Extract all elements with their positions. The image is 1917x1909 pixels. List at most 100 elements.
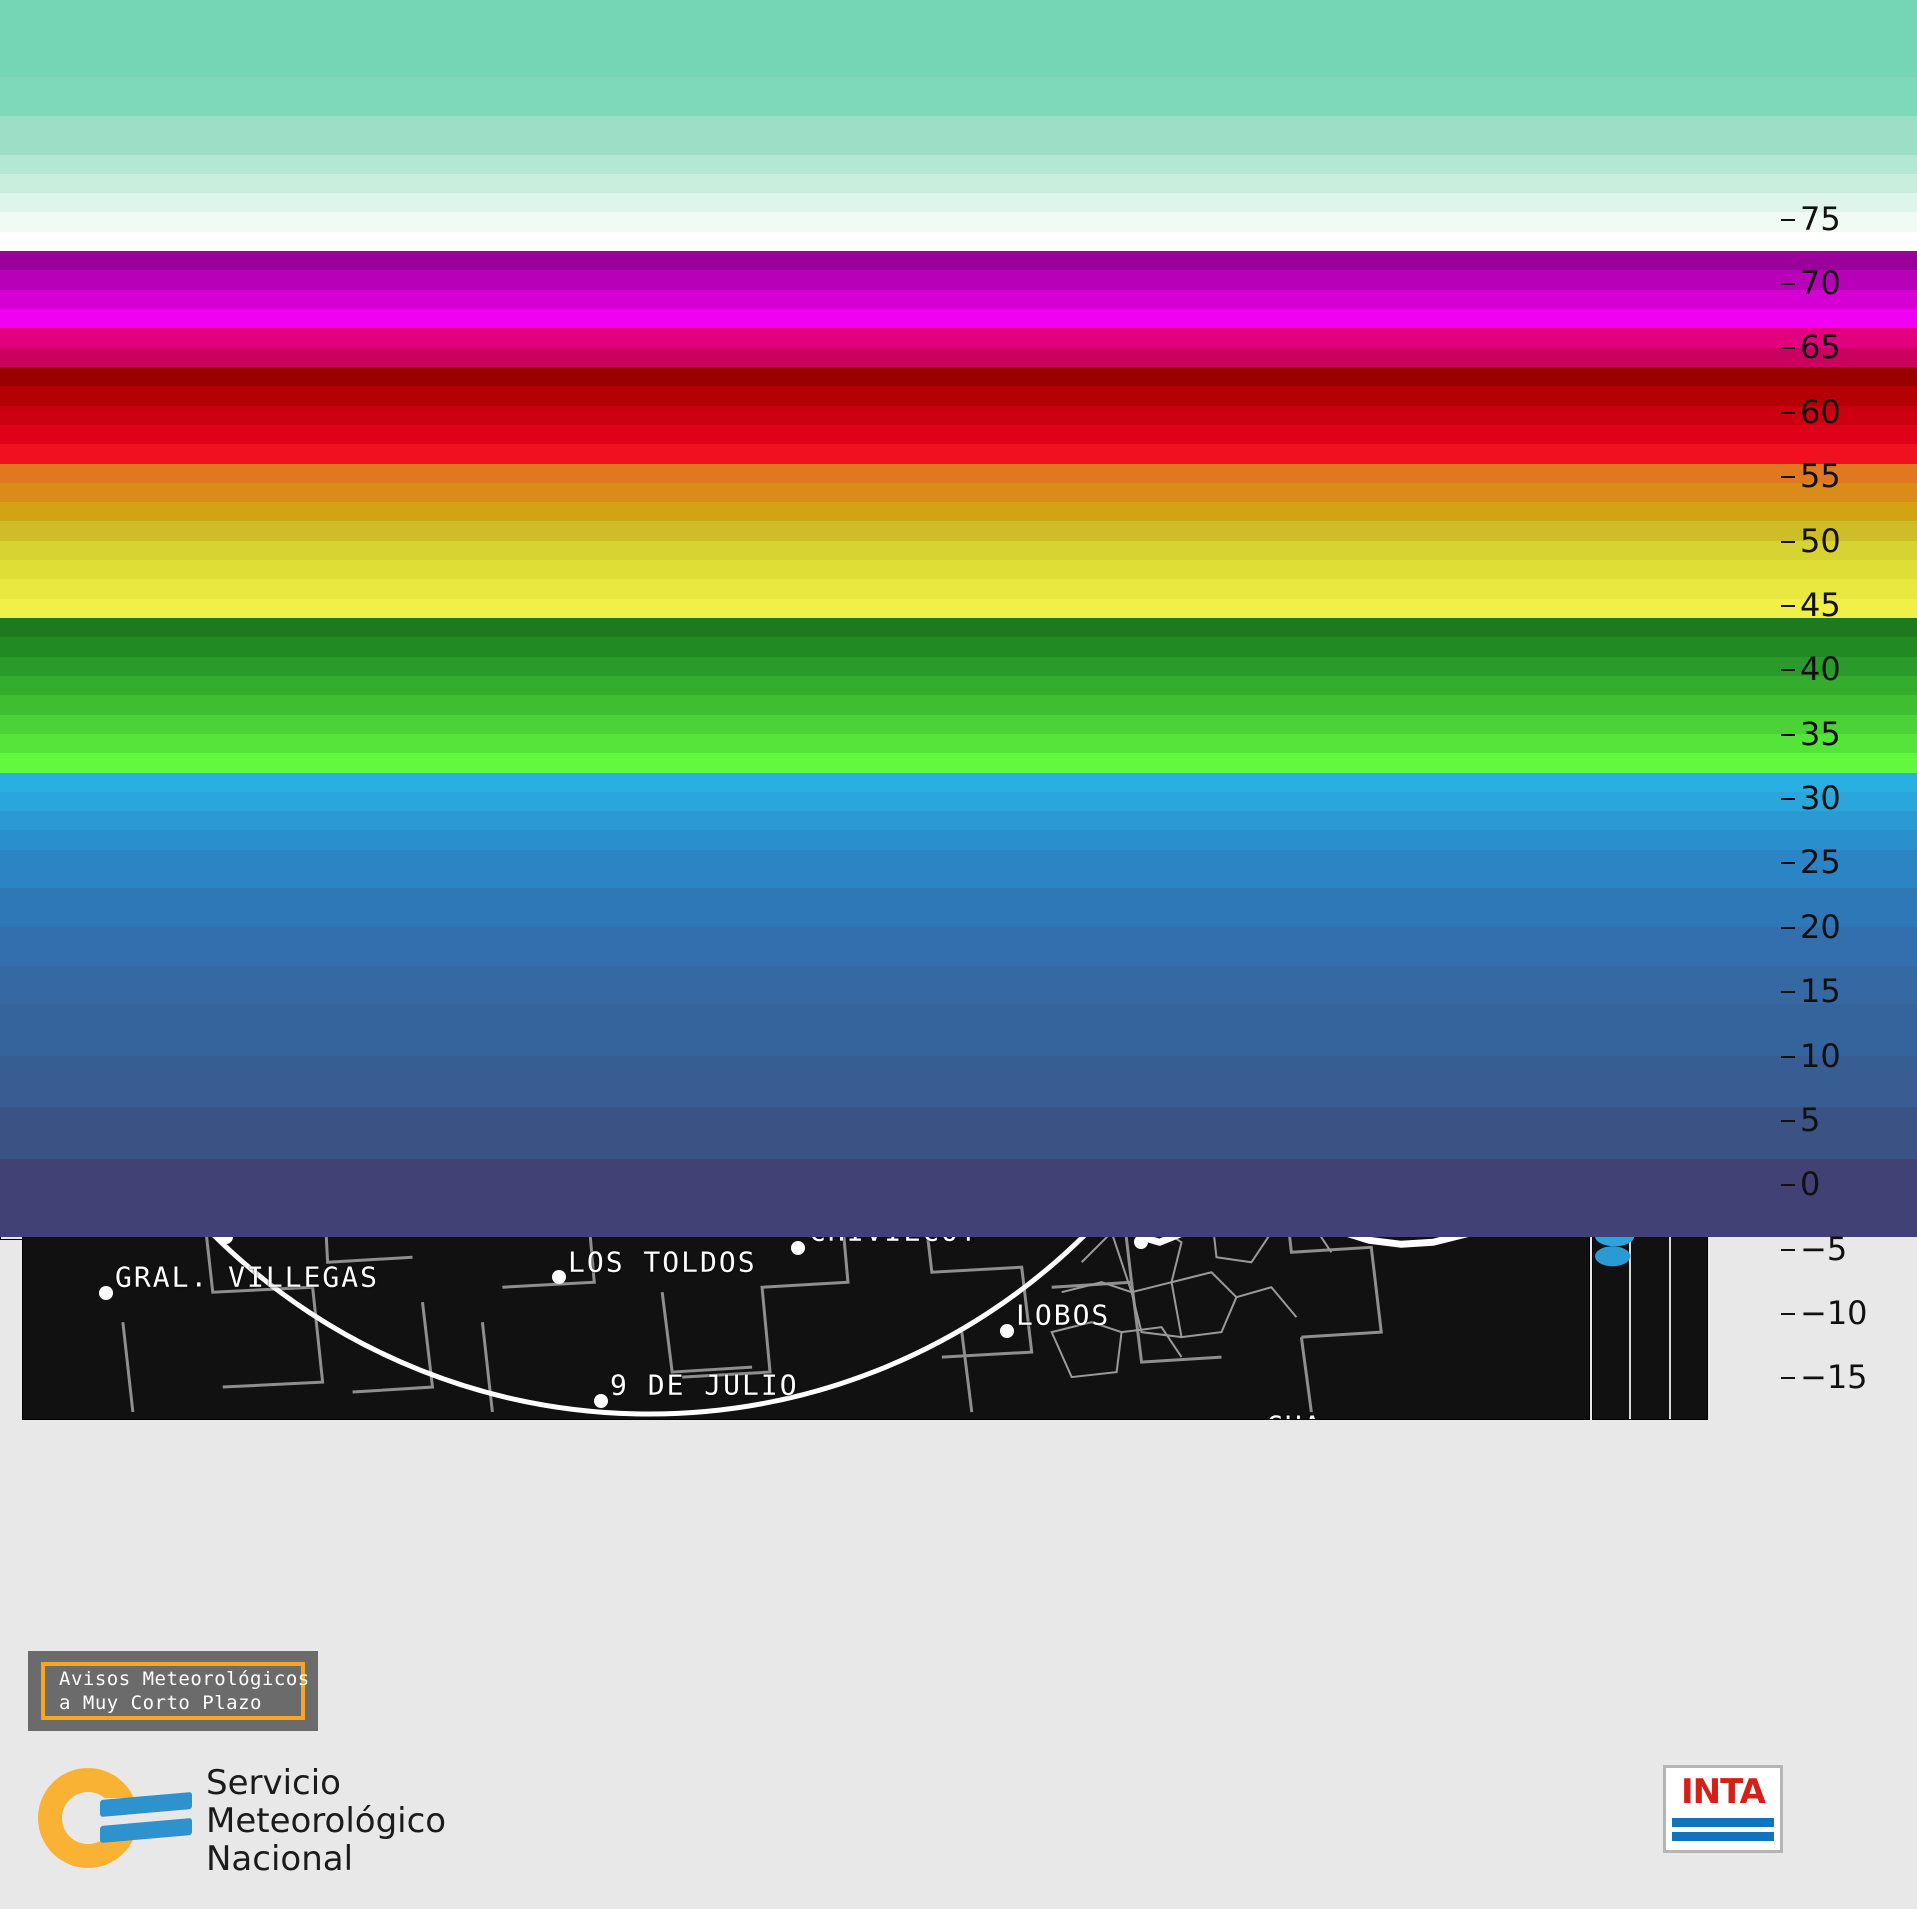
colorbar-band [0, 560, 1917, 581]
colorbar-band [0, 540, 1917, 562]
colorbar-tick [1781, 1184, 1795, 1187]
colorbar-band [0, 753, 1917, 774]
colorbar-band [0, 637, 1917, 658]
colorbar-tick [1781, 991, 1795, 994]
colorbar-band [0, 405, 1917, 426]
colorbar-band [0, 1004, 1917, 1057]
city-label: LOS TOLDOS [568, 1245, 757, 1279]
colorbar-tick-label: 5 [1800, 1100, 1821, 1139]
colorbar-tick [1781, 862, 1795, 865]
city-dot[interactable] [1000, 1324, 1014, 1338]
city-label: CHA [1266, 1410, 1323, 1420]
colorbar-tick-label: 45 [1800, 585, 1841, 624]
colorbar-tick [1781, 347, 1795, 350]
colorbar-band [0, 695, 1917, 716]
colorbar-tick [1781, 669, 1795, 672]
colorbar-tick [1781, 540, 1795, 543]
colorbar-band [0, 849, 1917, 890]
colorbar-band [0, 270, 1917, 291]
colorbar-band [0, 424, 1917, 446]
colorbar-tick [1781, 798, 1795, 800]
warning-box-border: Avisos Meteorológicos a Muy Corto Plazo [41, 1662, 310, 1720]
city-dot[interactable] [594, 1394, 608, 1408]
colorbar-tick [1781, 1055, 1795, 1058]
colorbar-band [0, 1158, 1917, 1237]
smn-logo-line-1: Servicio [206, 1763, 341, 1803]
colorbar-band [0, 231, 1917, 253]
colorbar-band [0, 347, 1917, 368]
city-dot[interactable] [1134, 1235, 1148, 1249]
colorbar-tick [1781, 218, 1795, 221]
colorbar-band [0, 366, 1917, 388]
inta-logo-bar-1 [1672, 1818, 1774, 1827]
colorbar-band [0, 0, 1917, 79]
colorbar-band [0, 251, 1917, 272]
colorbar-band [0, 193, 1917, 214]
colorbar-tick-label: 55 [1800, 457, 1841, 496]
colorbar-tick-label: −10 [1800, 1294, 1868, 1332]
city-label: GRAL. VILLEGAS [115, 1260, 380, 1294]
colorbar-tick [1781, 1248, 1795, 1251]
colorbar-tick-label: 65 [1800, 328, 1841, 367]
colorbar-band [0, 598, 1917, 619]
colorbar-band [0, 811, 1917, 832]
inta-logo-bar-2 [1672, 1832, 1774, 1841]
colorbar-tick [1781, 1119, 1795, 1122]
inta-logo-text: INTA [1681, 1772, 1766, 1812]
smn-logo-line-2: Meteorológico [206, 1801, 447, 1841]
colorbar-band [0, 772, 1917, 793]
smn-logo-text: Servicio Meteorológico Nacional [206, 1764, 446, 1878]
colorbar-band [0, 521, 1917, 542]
colorbar-band [0, 386, 1917, 407]
warning-line-1: Avisos Meteorológicos [59, 1668, 310, 1690]
colorbar-band [0, 714, 1917, 735]
colorbar-tick-label: 40 [1800, 650, 1841, 689]
colorbar-band [0, 77, 1917, 117]
city-dot[interactable] [791, 1241, 805, 1255]
colorbar-band [0, 579, 1917, 600]
smn-wave-icon-2 [100, 1817, 192, 1844]
colorbar-tick-label: 75 [1800, 199, 1841, 238]
colorbar-tick-label: 35 [1800, 714, 1841, 753]
colorbar-tick-label: −5 [1800, 1229, 1848, 1268]
colorbar-band [0, 289, 1917, 310]
colorbar-band [0, 733, 1917, 755]
city-dot[interactable] [552, 1270, 566, 1284]
colorbar-band [0, 212, 1917, 233]
colorbar-tick [1781, 733, 1795, 736]
colorbar-tick-label: 25 [1800, 843, 1841, 882]
colorbar-band [0, 482, 1917, 504]
smn-logo: Servicio Meteorológico Nacional [38, 1760, 458, 1880]
city-label: LOBOS [1016, 1298, 1111, 1332]
colorbar-band [0, 309, 1917, 330]
colorbar-tick [1781, 476, 1795, 479]
colorbar-tick-label: 30 [1800, 779, 1841, 817]
colorbar-band [0, 656, 1917, 677]
city-label: 9 DE JULIO [610, 1368, 799, 1402]
colorbar-tick-label: 20 [1800, 907, 1841, 946]
colorbar-tick [1781, 411, 1795, 414]
inta-logo: INTA [1663, 1765, 1783, 1853]
colorbar-tick [1781, 1377, 1795, 1380]
city-dot[interactable] [99, 1286, 113, 1300]
colorbar-band [0, 1055, 1917, 1109]
dbz-colorbar [0, 0, 1917, 1240]
colorbar-band [0, 1107, 1917, 1160]
warning-line-2: a Muy Corto Plazo [59, 1692, 262, 1714]
smn-ring-icon [38, 1768, 138, 1868]
colorbar-tick-label: 0 [1800, 1165, 1821, 1204]
colorbar-band [0, 791, 1917, 813]
colorbar-band [0, 675, 1917, 697]
colorbar-band [0, 618, 1917, 639]
colorbar-tick-label: 50 [1800, 521, 1841, 560]
warning-box[interactable]: Avisos Meteorológicos a Muy Corto Plazo [28, 1651, 318, 1731]
smn-logo-line-3: Nacional [206, 1839, 354, 1879]
colorbar-tick [1781, 926, 1795, 929]
colorbar-band [0, 328, 1917, 349]
colorbar-tick-label: −15 [1800, 1358, 1868, 1397]
colorbar-band [0, 444, 1917, 465]
colorbar-tick-label: 10 [1800, 1036, 1841, 1075]
colorbar-band [0, 154, 1917, 175]
colorbar-tick [1781, 283, 1795, 285]
